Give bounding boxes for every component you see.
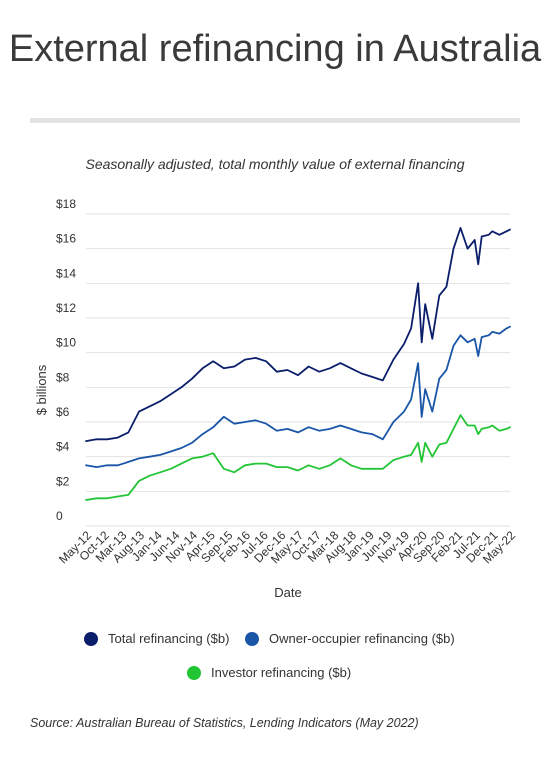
series-lines bbox=[85, 227, 511, 501]
y-tick-label: $2 bbox=[56, 474, 70, 488]
y-tick-label: $6 bbox=[56, 405, 70, 419]
line-chart: 0 $2 $4 $6 $8 $10 $12 $14 $16 $18 May-12Oct-12Mar… bbox=[34, 197, 518, 600]
y-tick-label: $4 bbox=[56, 440, 70, 454]
y-axis-ticks: 0 $2 $4 $6 $8 $10 $12 $14 $16 $18 bbox=[56, 197, 76, 523]
title-divider bbox=[30, 118, 520, 123]
x-axis-title: Date bbox=[274, 585, 301, 600]
source-note: Source: Australian Bureau of Statistics,… bbox=[30, 716, 419, 730]
legend-dot-owner-occupier bbox=[245, 631, 259, 646]
legend-dot-total bbox=[84, 631, 98, 646]
x-axis-ticks: May-12Oct-12Mar-13Aug-13Jan-14Jun-14Nov-… bbox=[56, 528, 518, 566]
y-tick-label: $10 bbox=[56, 336, 76, 350]
gridlines bbox=[86, 213, 510, 527]
y-tick-label: $18 bbox=[56, 197, 76, 211]
y-tick-label: 0 bbox=[56, 509, 63, 523]
legend-label-total: Total refinancing ($b) bbox=[108, 631, 230, 646]
y-tick-label: $12 bbox=[56, 301, 76, 315]
legend-label-investor: Investor refinancing ($b) bbox=[211, 665, 352, 680]
y-tick-label: $14 bbox=[56, 266, 76, 280]
series-line-0 bbox=[85, 227, 511, 443]
y-axis-title: $ billions bbox=[34, 364, 49, 415]
page-title: External refinancing in Australia bbox=[8, 28, 542, 70]
legend-item-total: Total refinancing ($b) bbox=[84, 631, 229, 646]
series-line-2 bbox=[85, 414, 511, 501]
chart-subtitle: Seasonally adjusted, total monthly value… bbox=[85, 156, 465, 172]
legend-item-owner-occupier: Owner-occupier refinancing ($b) bbox=[245, 631, 455, 646]
y-tick-label: $16 bbox=[56, 232, 76, 246]
legend-label-owner-occupier: Owner-occupier refinancing ($b) bbox=[269, 631, 455, 646]
y-tick-label: $8 bbox=[56, 370, 70, 384]
legend-item-investor: Investor refinancing ($b) bbox=[187, 665, 351, 680]
series-line-1 bbox=[85, 325, 511, 469]
legend-dot-investor bbox=[187, 665, 201, 680]
